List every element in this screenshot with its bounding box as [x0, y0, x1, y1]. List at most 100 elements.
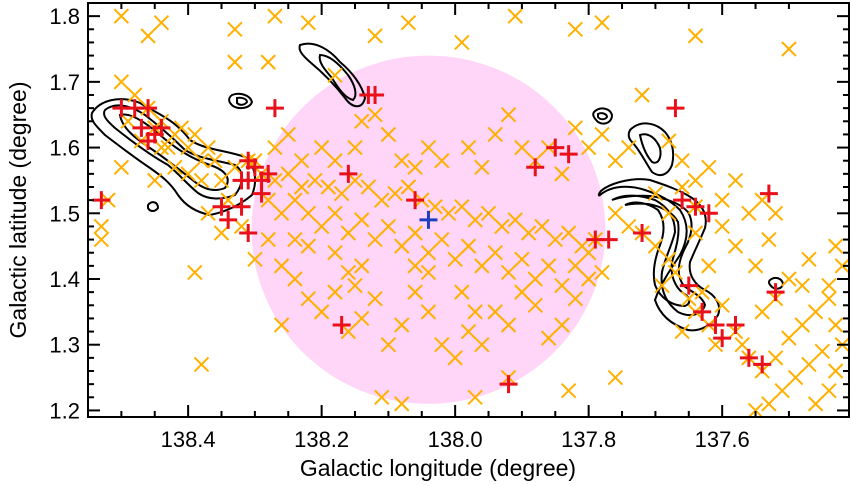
orange-cross-point	[714, 192, 730, 208]
orange-cross-point	[207, 153, 223, 169]
orange-cross-point	[140, 28, 156, 44]
orange-cross-point	[567, 291, 584, 307]
orange-cross-point	[807, 304, 824, 320]
orange-cross-point	[353, 212, 370, 228]
red-plus-point	[232, 197, 251, 216]
orange-cross-point	[747, 258, 764, 274]
orange-cross-point	[594, 264, 610, 281]
orange-cross-point	[327, 153, 343, 169]
orange-cross-point	[567, 21, 584, 37]
orange-cross-point	[287, 192, 303, 208]
contour-line	[147, 201, 160, 212]
red-plus-point	[739, 348, 758, 367]
orange-cross-point	[347, 277, 363, 294]
orange-cross-point	[187, 264, 203, 281]
orange-cross-point	[827, 238, 844, 254]
y-tick-label: 1.3	[49, 333, 80, 358]
orange-cross-point	[454, 34, 470, 51]
orange-cross-point	[180, 166, 196, 182]
orange-cross-point	[774, 383, 790, 399]
orange-cross-point	[761, 396, 777, 412]
orange-cross-point	[280, 126, 296, 143]
contour-line	[638, 133, 662, 164]
orange-cross-point	[220, 192, 236, 208]
orange-cross-point	[761, 231, 777, 248]
orange-cross-point	[534, 218, 550, 235]
orange-cross-point	[407, 225, 423, 241]
orange-cross-series	[93, 8, 851, 419]
orange-cross-point	[300, 205, 316, 221]
orange-cross-point	[734, 337, 750, 353]
orange-cross-point	[420, 264, 437, 281]
orange-cross-point	[480, 205, 497, 221]
orange-cross-point	[487, 126, 503, 143]
orange-cross-point	[227, 54, 243, 70]
orange-cross-point	[340, 225, 357, 241]
red-plus-point	[699, 204, 718, 223]
orange-cross-point	[827, 363, 844, 379]
orange-cross-point	[440, 205, 457, 221]
orange-cross-point	[520, 225, 537, 241]
orange-cross-point	[367, 107, 383, 123]
orange-cross-point	[661, 205, 677, 221]
orange-cross-point	[227, 159, 243, 175]
orange-cross-point	[540, 258, 557, 274]
orange-cross-point	[474, 337, 490, 353]
mask-bottom	[0, 417, 851, 486]
contour-line	[236, 96, 249, 106]
orange-cross-point	[500, 317, 517, 333]
orange-cross-point	[153, 139, 170, 156]
orange-cross-point	[607, 153, 624, 169]
orange-cross-point	[427, 199, 443, 215]
orange-cross-point	[701, 159, 717, 175]
orange-cross-point	[193, 153, 210, 169]
orange-cross-point	[467, 212, 483, 228]
orange-cross-point	[394, 396, 410, 412]
orange-cross-point	[674, 153, 690, 169]
orange-cross-point	[260, 54, 276, 70]
orange-cross-point	[827, 317, 844, 333]
orange-cross-point	[607, 369, 624, 386]
x-axis-title: Galactic longitude (degree)	[300, 455, 576, 481]
orange-cross-point	[554, 317, 570, 333]
orange-cross-point	[460, 323, 477, 340]
orange-cross-point	[834, 258, 851, 274]
orange-cross-point	[394, 238, 410, 254]
orange-cross-point	[781, 41, 797, 57]
contour-line	[767, 276, 785, 290]
orange-cross-point	[500, 264, 517, 281]
orange-cross-point	[193, 172, 210, 189]
red-plus-point	[152, 118, 171, 137]
contour-line	[318, 53, 357, 102]
orange-cross-point	[687, 28, 704, 44]
orange-cross-point	[340, 264, 357, 281]
orange-cross-point	[674, 323, 690, 340]
orange-cross-point	[500, 107, 517, 123]
y-tick-label: 1.2	[49, 398, 80, 423]
orange-cross-point	[147, 172, 163, 189]
orange-cross-point	[754, 192, 770, 208]
orange-cross-point	[621, 218, 637, 235]
red-plus-point	[92, 191, 111, 210]
x-tick-label: 138.2	[294, 427, 349, 452]
orange-cross-point	[487, 245, 503, 261]
red-plus-point	[666, 99, 685, 118]
red-plus-point	[559, 145, 578, 164]
orange-cross-point	[754, 304, 770, 320]
orange-cross-point	[487, 304, 503, 320]
x-axis-tick-labels: 138.4 138.2 138.0 137.8 137.6	[161, 427, 750, 452]
y-tick-label: 1.6	[49, 136, 80, 161]
orange-cross-point	[540, 330, 557, 346]
orange-cross-point	[374, 389, 390, 405]
plot-frame	[87, 2, 850, 418]
orange-cross-point	[447, 350, 463, 366]
orange-cross-point	[367, 231, 383, 248]
x-tick-label: 138.4	[161, 427, 216, 452]
red-plus-point	[526, 158, 545, 177]
orange-cross-point	[794, 317, 810, 333]
red-plus-point	[759, 184, 778, 203]
orange-cross-point	[113, 8, 130, 24]
orange-cross-point	[380, 126, 397, 143]
x-tick-label: 137.6	[695, 427, 750, 452]
orange-cross-point	[781, 330, 797, 346]
